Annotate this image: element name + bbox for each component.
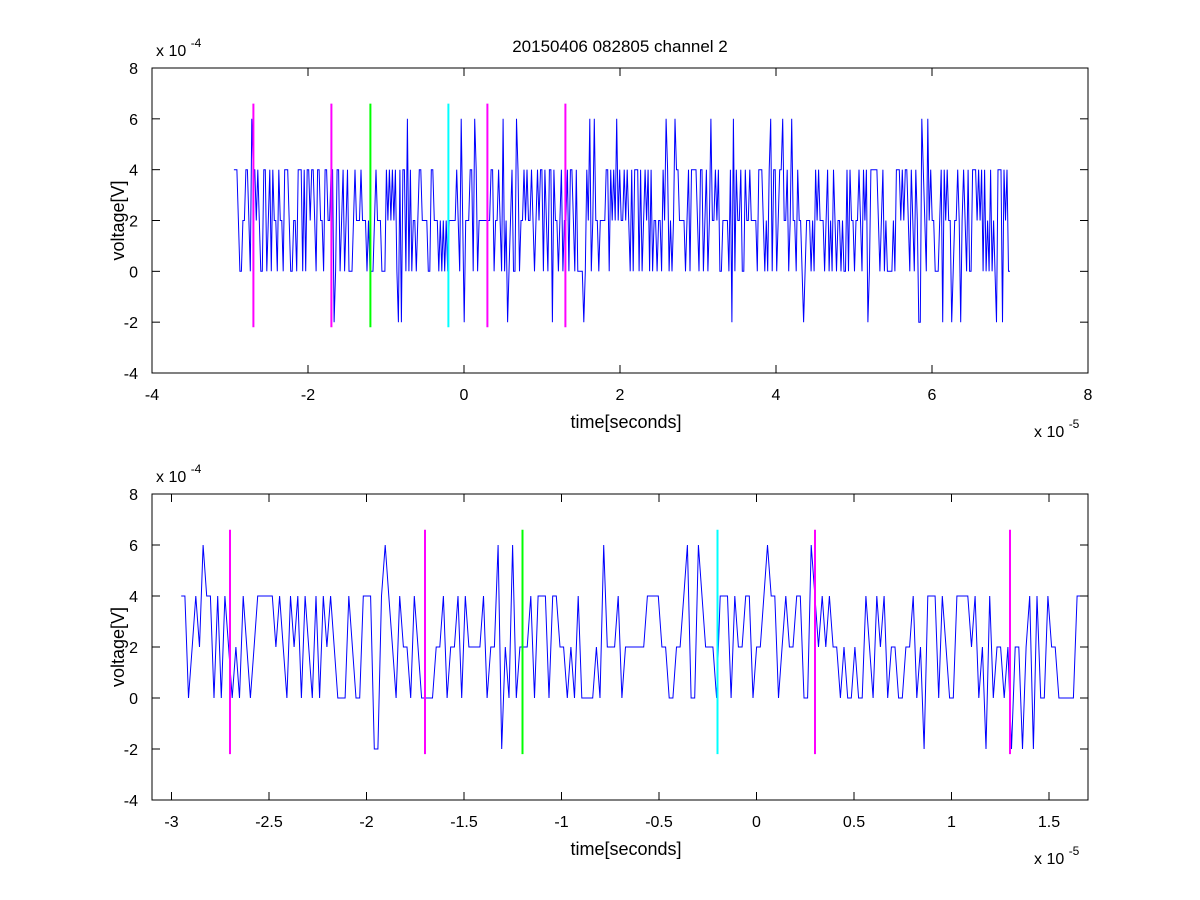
x-tick-label: 8	[1084, 387, 1093, 404]
y-tick-label: 2	[129, 640, 138, 657]
y-exponent-power: -4	[191, 462, 202, 476]
y-tick-label: 4	[129, 163, 138, 180]
x-tick-label: -2	[301, 387, 315, 404]
x-axis-label: time[seconds]	[570, 839, 681, 859]
x-tick-label: 1	[947, 814, 956, 831]
y-tick-label: 0	[129, 691, 138, 708]
x-tick-label: 0	[460, 387, 469, 404]
y-tick-label: -4	[124, 793, 138, 810]
x-tick-label: 1.5	[1038, 814, 1060, 831]
x-tick-label: -1.5	[450, 814, 478, 831]
y-tick-label: 4	[129, 589, 138, 606]
x-tick-label: -0.5	[645, 814, 673, 831]
y-exponent-power: -4	[191, 36, 202, 50]
x-tick-label: -2	[359, 814, 373, 831]
y-axis-label: voltage[V]	[108, 607, 128, 687]
y-tick-label: 6	[129, 112, 138, 129]
x-tick-label: 0.5	[843, 814, 865, 831]
y-tick-label: 6	[129, 538, 138, 555]
top-axes: -4 -2 0 2 4 6 8 -4 -2 0 2 4 6 8 time[seconds] voltage[V…	[108, 36, 1093, 441]
x-exponent: x 10 -5	[1034, 417, 1080, 441]
bottom-axes: -3 -2.5 -2 -1.5 -1 -0.5 0 0.5 1 1.5 -4 -2 0 2 4 6 8 time[…	[108, 462, 1089, 868]
x-tick-label: 4	[772, 387, 781, 404]
y-axis-label: voltage[V]	[108, 180, 128, 260]
y-tick-label: 8	[129, 487, 138, 504]
y-exponent: x 10 -4	[156, 462, 202, 486]
x-tick-label: -1	[554, 814, 568, 831]
y-tick-label: -2	[124, 742, 138, 759]
x-tick-label: -2.5	[255, 814, 283, 831]
y-tick-label: 8	[129, 61, 138, 78]
signal-trace	[181, 544, 1088, 750]
x-tick-label: 0	[752, 814, 761, 831]
axes-box	[151, 67, 1089, 374]
x-exponent-power: -5	[1069, 417, 1080, 431]
y-tick-label: 2	[129, 214, 138, 231]
y-tick-label: -4	[124, 366, 138, 383]
y-exponent: x 10 -4	[156, 36, 202, 60]
x-exponent: x 10 -5	[1034, 844, 1080, 868]
signal-trace	[233, 118, 1010, 323]
x-tick-label: 6	[928, 387, 937, 404]
y-tick-label: 0	[129, 264, 138, 281]
x-tick-label: -3	[164, 814, 178, 831]
x-tick-label: 2	[616, 387, 625, 404]
x-axis-label: time[seconds]	[570, 412, 681, 432]
chart-title: 20150406 082805 channel 2	[512, 37, 728, 56]
y-tick-label: -2	[124, 315, 138, 332]
x-tick-label: -4	[145, 387, 159, 404]
x-exponent-power: -5	[1069, 844, 1080, 858]
